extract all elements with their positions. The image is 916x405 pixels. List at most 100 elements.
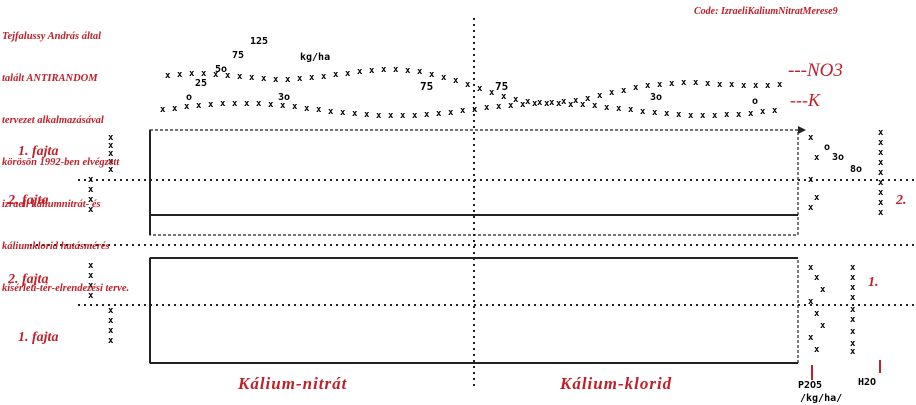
- x-mark: x: [736, 110, 742, 120]
- x-mark: x: [814, 345, 820, 355]
- x-mark: x: [772, 106, 778, 116]
- x-mark: x: [729, 80, 735, 90]
- x-mark: x: [508, 101, 514, 111]
- x-mark: x: [681, 78, 687, 88]
- x-mark: x: [621, 86, 627, 96]
- x-mark: x: [88, 205, 94, 215]
- code-label: Code: IzraeliKaliumNitratMerese9: [694, 6, 838, 17]
- x-mark: x: [465, 80, 471, 90]
- x-mark: x: [448, 108, 454, 118]
- x-mark: x: [328, 107, 334, 117]
- x-mark: x: [808, 175, 814, 185]
- x-mark: x: [88, 175, 94, 185]
- plot-block-lower: [149, 257, 799, 364]
- x-mark: x: [285, 75, 291, 85]
- x-mark: x: [705, 79, 711, 89]
- p2o5-label: P2O5: [798, 380, 823, 391]
- x-mark: x: [189, 69, 195, 79]
- dose-mark: 3o: [278, 92, 290, 103]
- description-line: talált ANTIRANDOM: [2, 73, 98, 84]
- x-mark: x: [616, 104, 622, 114]
- h2o-label: H2O: [858, 377, 877, 388]
- dose-value: 125: [250, 36, 268, 47]
- x-mark: x: [393, 65, 399, 75]
- x-mark: x: [664, 109, 670, 119]
- x-mark: x: [496, 102, 502, 112]
- x-mark: x: [717, 80, 723, 90]
- right-variety-label: 2.: [896, 193, 907, 208]
- variety-label: 2. fajta: [8, 272, 49, 287]
- x-mark: x: [460, 106, 466, 116]
- description-line: kísérleti-tér-elrendezési terve.: [2, 283, 130, 294]
- x-mark: x: [657, 80, 663, 90]
- x-mark: x: [765, 81, 771, 91]
- x-mark: x: [436, 109, 442, 119]
- x-mark: x: [808, 133, 814, 143]
- x-mark: x: [537, 98, 543, 108]
- x-mark: x: [808, 297, 814, 307]
- x-mark: x: [597, 91, 603, 101]
- x-mark: x: [321, 72, 327, 82]
- x-mark: x: [357, 67, 363, 77]
- x-mark: x: [388, 111, 394, 121]
- x-mark: x: [208, 100, 214, 110]
- x-mark: x: [850, 339, 856, 349]
- dose-mark: 8o: [850, 164, 862, 175]
- x-mark: x: [429, 70, 435, 80]
- x-mark: x: [88, 185, 94, 195]
- x-mark: x: [712, 111, 718, 121]
- x-mark: x: [850, 327, 856, 337]
- x-mark: x: [808, 263, 814, 273]
- x-mark: x: [525, 97, 531, 107]
- x-mark: x: [628, 105, 634, 115]
- x-mark: x: [108, 149, 114, 159]
- x-mark: x: [484, 103, 490, 113]
- arrow-head-icon: [798, 126, 806, 134]
- potassium-series-label: ---K: [790, 90, 820, 110]
- x-mark: x: [232, 99, 238, 109]
- x-mark: x: [108, 336, 114, 346]
- dose-mark: o: [824, 142, 830, 153]
- x-mark: x: [412, 111, 418, 121]
- x-mark: x: [850, 283, 856, 293]
- dose-scale-top: 25 5o 75 125 kg/ha o 3o 75 75 3o o: [186, 36, 758, 107]
- x-mark: x: [108, 316, 114, 326]
- x-mark: x: [820, 285, 826, 295]
- x-mark: x: [333, 70, 339, 80]
- unit-label: /kg/ha/: [800, 393, 843, 404]
- dose-mark: o: [186, 92, 192, 103]
- x-mark: x: [417, 67, 423, 77]
- dose-unit: kg/ha: [300, 52, 330, 63]
- x-mark: x: [878, 138, 884, 148]
- x-mark: x: [850, 293, 856, 303]
- x-mark: x: [808, 333, 814, 343]
- x-mark: x: [585, 94, 591, 104]
- x-mark: x: [850, 263, 856, 273]
- x-mark: x: [108, 165, 114, 175]
- description-line: káliumklorid hatásmérés: [2, 241, 110, 252]
- x-mark: x: [88, 281, 94, 291]
- x-mark: x: [878, 158, 884, 168]
- description-line: izraeli káliumnitrát- és: [2, 199, 101, 210]
- x-mark: x: [532, 99, 538, 109]
- nitrate-series-label: ---NO3: [788, 60, 843, 81]
- x-mark: x: [753, 81, 759, 91]
- x-mark: x: [580, 100, 586, 110]
- x-mark: x: [172, 104, 178, 114]
- x-mark: x: [573, 96, 579, 106]
- x-mark: x: [256, 99, 262, 109]
- x-mark: x: [345, 69, 351, 79]
- x-mark: x: [549, 98, 555, 108]
- x-mark: x: [688, 111, 694, 121]
- x-mark: x: [814, 153, 820, 163]
- x-mark: x: [693, 78, 699, 88]
- x-mark: x: [165, 71, 171, 81]
- x-mark: x: [108, 326, 114, 336]
- dose-value: 5o: [215, 64, 227, 75]
- x-mark: x: [878, 148, 884, 158]
- x-mark: x: [604, 103, 610, 113]
- x-mark: x: [477, 84, 483, 94]
